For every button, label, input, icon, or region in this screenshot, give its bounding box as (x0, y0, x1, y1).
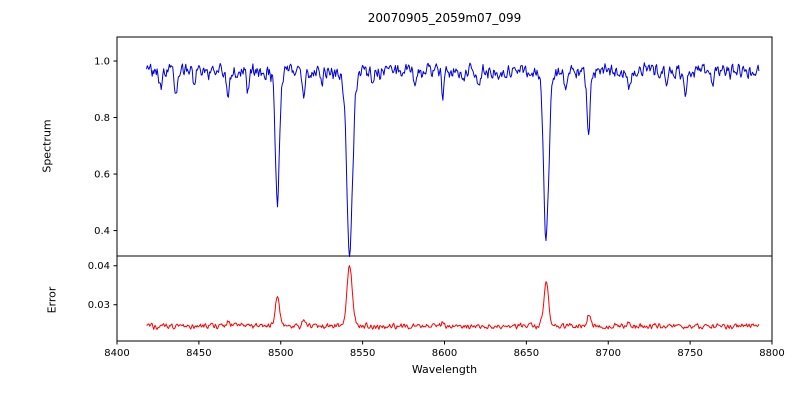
x-tick-label: 8750 (677, 348, 702, 359)
spectrum-axes-frame (116, 36, 773, 257)
x-tick-label: 8800 (759, 348, 784, 359)
error-axes-frame (116, 255, 773, 342)
spectrum-y-tick-label: 1.0 (94, 57, 110, 68)
spectrum-line (146, 62, 760, 257)
x-tick-label: 8500 (268, 348, 293, 359)
x-tick-label: 8550 (350, 348, 375, 359)
x-tick-label: 8600 (432, 348, 457, 359)
x-tick-label: 8700 (596, 348, 621, 359)
spectrum-y-tick-label: 0.4 (94, 226, 110, 237)
error-line (146, 265, 760, 330)
wavelength-axis-label: Wavelength (411, 363, 478, 376)
x-tick-label: 8400 (104, 348, 129, 359)
error-y-tick-label: 0.04 (88, 261, 110, 272)
spectrum-y-tick-label: 0.6 (94, 170, 110, 181)
x-tick-label: 8450 (186, 348, 211, 359)
x-tick-label: 8650 (514, 348, 539, 359)
error-y-tick-label: 0.03 (88, 300, 110, 311)
chart-title: 20070905_2059m07_099 (367, 11, 522, 25)
spectrum-y-tick-label: 0.8 (94, 113, 110, 124)
